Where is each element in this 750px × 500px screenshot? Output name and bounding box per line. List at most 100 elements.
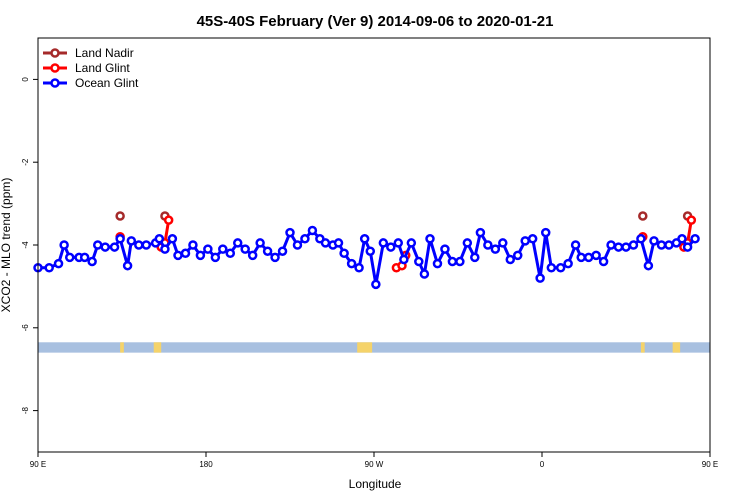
data-point (232, 238, 243, 248)
y-tick-label: -8 (21, 406, 30, 414)
data-point (598, 256, 609, 267)
data-point (210, 252, 221, 263)
data-point (555, 263, 566, 273)
data-point (432, 258, 443, 269)
data-point (628, 240, 639, 250)
data-point (255, 238, 265, 248)
data-point (115, 234, 125, 244)
data-point (64, 252, 75, 263)
data-point (339, 248, 349, 259)
data-point (365, 246, 376, 256)
data-point (115, 211, 125, 221)
data-point (333, 238, 344, 248)
data-point (247, 250, 258, 261)
data-point (512, 250, 523, 261)
data-point (378, 238, 389, 248)
map-strip-land (357, 342, 373, 353)
legend-item: Land Glint (43, 61, 130, 75)
data-point (240, 244, 250, 254)
data-point (154, 234, 165, 244)
data-point (218, 244, 228, 254)
x-tick-label: 90 E (702, 460, 718, 469)
x-axis: 90 E 180 90 W 0 90 E (30, 452, 718, 469)
data-point (292, 240, 303, 250)
data-point (686, 215, 697, 225)
data-point (656, 240, 667, 250)
data-point (440, 244, 450, 254)
series-land-nadir (115, 211, 693, 221)
data-point (406, 238, 417, 248)
legend-label: Ocean Glint (75, 76, 139, 90)
x-tick-label: 90 E (30, 460, 46, 469)
data-point (100, 242, 110, 252)
legend-label: Land Glint (75, 61, 130, 75)
data-point (160, 244, 170, 254)
data-point (455, 256, 465, 267)
data-point (300, 234, 310, 244)
data-point (180, 248, 191, 259)
data-point (277, 246, 288, 256)
data-point (636, 234, 646, 244)
x-tick-label: 0 (540, 460, 545, 469)
data-point (354, 263, 364, 273)
data-point (475, 227, 486, 238)
data-point (527, 234, 538, 244)
y-axis: 0 -2 -4 -6 -8 (21, 77, 38, 414)
data-point (173, 250, 183, 261)
data-point (520, 236, 530, 246)
data-point (109, 242, 120, 252)
data-point (638, 211, 648, 221)
data-point (621, 242, 631, 252)
data-point (664, 240, 674, 250)
y-tick-label: -4 (21, 241, 30, 249)
legend-item: Ocean Glint (43, 76, 139, 90)
data-point (462, 238, 473, 248)
data-point (53, 258, 64, 269)
data-point (163, 215, 174, 225)
data-point (690, 234, 700, 244)
data-point (285, 227, 295, 238)
data-point (677, 234, 687, 244)
data-point (44, 263, 54, 273)
y-axis-label: XCO2 - MLO trend (ppm) (0, 178, 13, 313)
data-point (262, 246, 273, 256)
data-point (419, 269, 430, 279)
series-layer (33, 211, 700, 290)
y-tick-label: -6 (21, 324, 30, 332)
data-point (126, 236, 137, 246)
data-point (425, 234, 435, 244)
data-point (167, 234, 178, 244)
data-point (540, 227, 551, 238)
x-tick-label: 180 (199, 460, 213, 469)
map-strip-land (672, 342, 681, 353)
series-ocean-glint (33, 225, 700, 290)
x-axis-label: Longitude (349, 477, 402, 491)
data-point (483, 240, 493, 250)
data-point (87, 256, 97, 267)
data-point (682, 242, 693, 252)
data-point (134, 240, 144, 250)
data-point (613, 242, 624, 252)
data-point (490, 244, 501, 254)
data-point (591, 250, 601, 261)
map-strip-land (153, 342, 162, 353)
data-point (570, 240, 581, 250)
data-point (576, 252, 586, 263)
data-point (141, 240, 152, 250)
map-strip-ocean (38, 342, 710, 353)
data-point (59, 240, 69, 250)
data-point (188, 240, 198, 250)
data-point (414, 256, 424, 267)
data-point (606, 240, 616, 250)
data-point (643, 260, 654, 271)
legend-marker (50, 78, 60, 88)
y-tick-label: -2 (21, 158, 30, 166)
legend-label: Land Nadir (75, 46, 134, 60)
data-point (359, 234, 370, 244)
data-point (307, 225, 318, 236)
data-point (393, 238, 404, 248)
data-point (320, 238, 331, 248)
map-strip-land (120, 342, 124, 353)
data-point (225, 248, 236, 259)
